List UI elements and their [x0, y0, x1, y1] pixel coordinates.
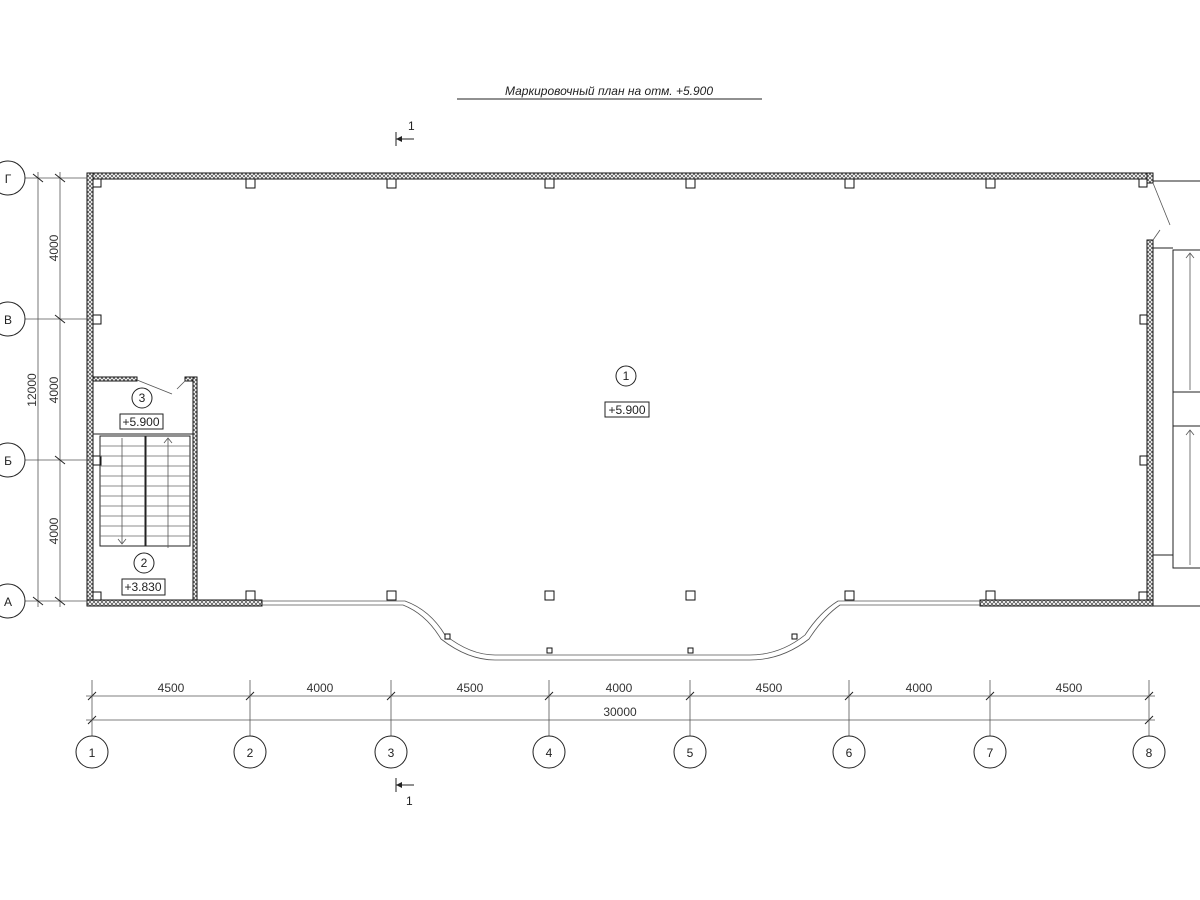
svg-text:30000: 30000: [603, 705, 637, 719]
svg-text:В: В: [4, 313, 12, 327]
column-axes: 4500 4000 4500 4000 4500 4000 4500 30000…: [75, 680, 1166, 769]
stair-right: [1153, 180, 1200, 607]
svg-text:1: 1: [623, 369, 630, 383]
svg-text:4000: 4000: [47, 376, 61, 403]
structural-columns: [92, 178, 1148, 601]
room-1-label: 1 +5.900: [604, 365, 650, 418]
section-mark-top: 1: [395, 119, 415, 146]
svg-text:7: 7: [987, 746, 994, 760]
svg-text:Г: Г: [5, 172, 12, 186]
svg-text:12000: 12000: [25, 373, 39, 407]
svg-text:4000: 4000: [906, 681, 933, 695]
stairwell-left: [92, 376, 198, 601]
svg-text:1: 1: [89, 746, 96, 760]
svg-text:6: 6: [846, 746, 853, 760]
svg-text:2: 2: [247, 746, 254, 760]
room-3-label: 3 +5.900: [119, 387, 164, 430]
svg-text:4000: 4000: [47, 234, 61, 261]
svg-text:А: А: [4, 595, 12, 609]
drawing-title: Маркировочный план на отм. +5.900: [505, 84, 713, 98]
svg-text:2: 2: [141, 556, 148, 570]
svg-text:+5.900: +5.900: [608, 403, 645, 417]
svg-text:4500: 4500: [158, 681, 185, 695]
svg-text:3: 3: [388, 746, 395, 760]
section-mark-bottom: 1: [395, 778, 414, 808]
svg-text:Б: Б: [4, 454, 12, 468]
svg-text:1: 1: [408, 119, 415, 133]
svg-text:+5.900: +5.900: [122, 415, 159, 429]
svg-text:4000: 4000: [606, 681, 633, 695]
svg-text:4500: 4500: [1056, 681, 1083, 695]
svg-text:4500: 4500: [756, 681, 783, 695]
svg-text:4: 4: [546, 746, 553, 760]
svg-text:1: 1: [406, 794, 413, 808]
svg-text:+3.830: +3.830: [124, 580, 161, 594]
svg-text:8: 8: [1146, 746, 1153, 760]
svg-text:3: 3: [139, 391, 146, 405]
glazed-bay-wall: [262, 600, 980, 661]
row-axes: Г В Б А 12000 4000 4000 4000: [0, 160, 93, 619]
svg-text:4000: 4000: [47, 517, 61, 544]
svg-text:4000: 4000: [307, 681, 334, 695]
svg-text:5: 5: [687, 746, 694, 760]
room-2-label: 2 +3.830: [121, 552, 166, 596]
svg-text:4500: 4500: [457, 681, 484, 695]
exterior-walls: [86, 172, 1171, 607]
